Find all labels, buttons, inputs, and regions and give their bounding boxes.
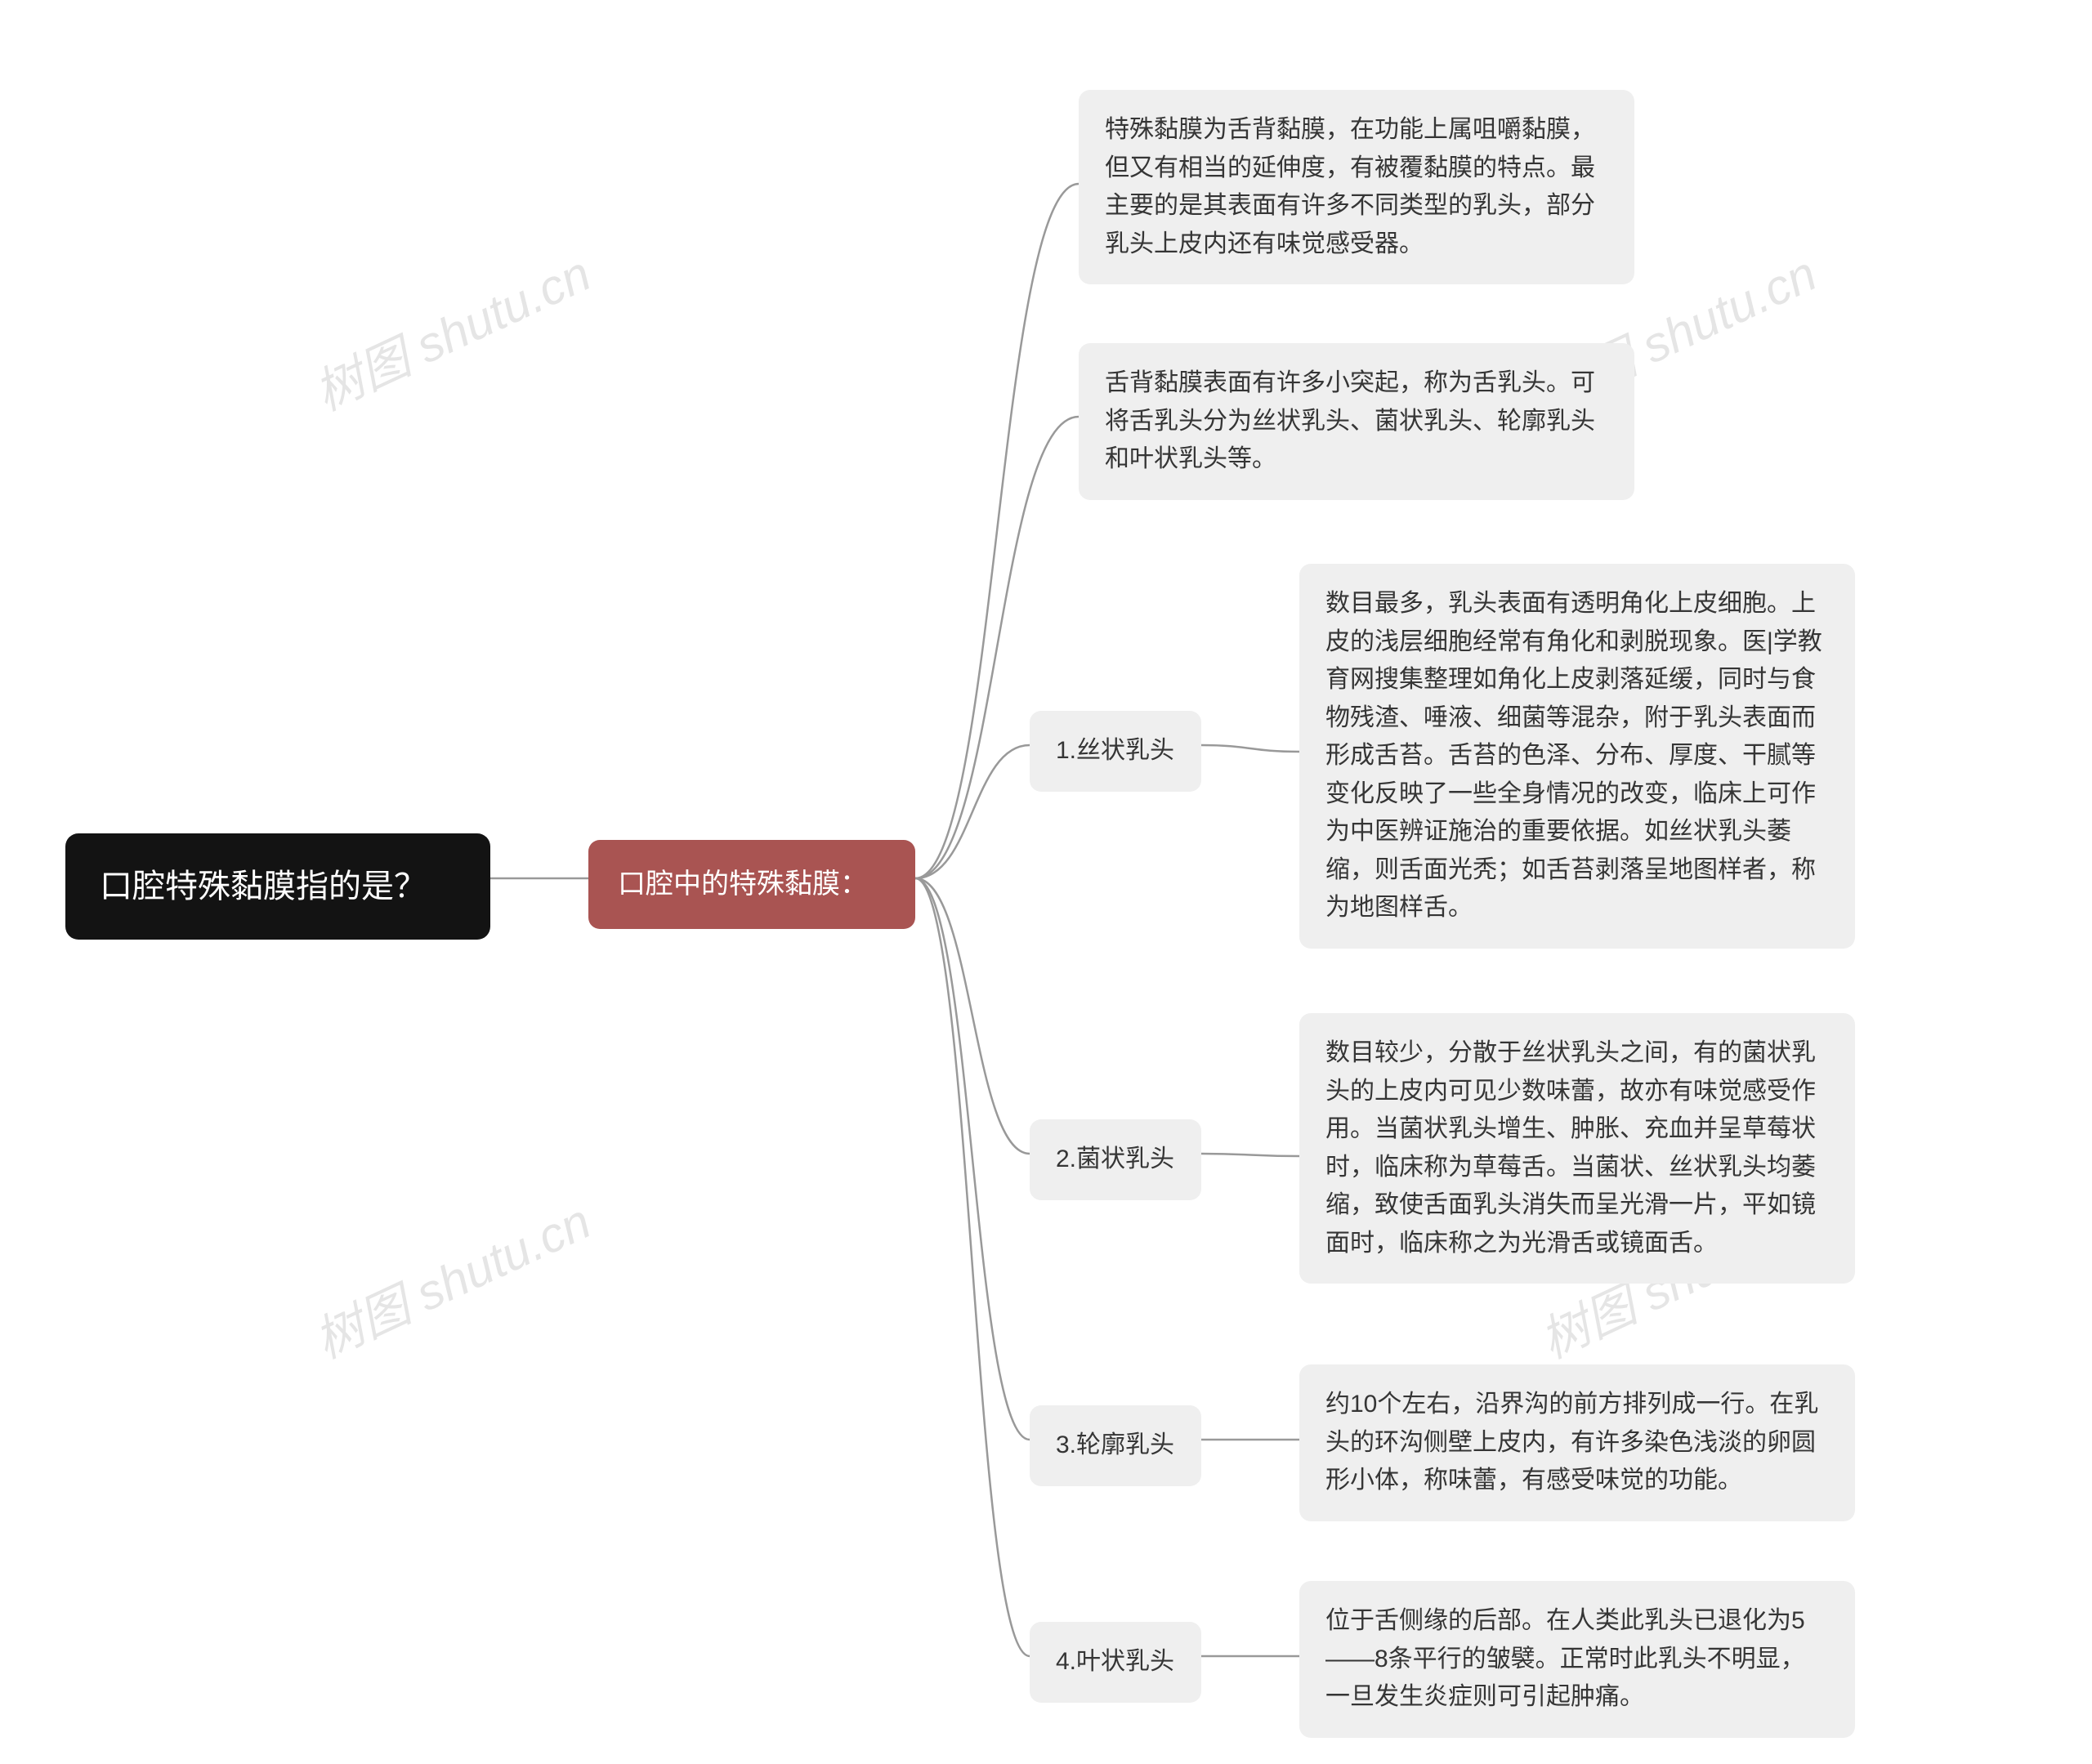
leaf-node-filiform-detail[interactable]: 数目最多，乳头表面有透明角化上皮细胞。上皮的浅层细胞经常有角化和剥脱现象。医|学…	[1299, 564, 1855, 949]
leaf-node-circumvallate-detail[interactable]: 约10个左右，沿界沟的前方排列成一行。在乳头的环沟侧壁上皮内，有许多染色浅淡的卵…	[1299, 1364, 1855, 1521]
watermark: 树图 shutu.cn	[302, 234, 601, 424]
branch-node-foliate[interactable]: 4.叶状乳头	[1030, 1622, 1201, 1703]
watermark: 树图 shutu.cn	[302, 1182, 601, 1372]
leaf-node-intro-1[interactable]: 特殊黏膜为舌背黏膜，在功能上属咀嚼黏膜，但又有相当的延伸度，有被覆黏膜的特点。最…	[1079, 90, 1634, 284]
branch-node-fungiform[interactable]: 2.菌状乳头	[1030, 1119, 1201, 1200]
root-node[interactable]: 口腔特殊黏膜指的是？	[65, 833, 490, 940]
leaf-node-intro-2[interactable]: 舌背黏膜表面有许多小突起，称为舌乳头。可将舌乳头分为丝状乳头、菌状乳头、轮廓乳头…	[1079, 343, 1634, 500]
branch-node-circumvallate[interactable]: 3.轮廓乳头	[1030, 1405, 1201, 1486]
leaf-node-fungiform-detail[interactable]: 数目较少，分散于丝状乳头之间，有的菌状乳头的上皮内可见少数味蕾，故亦有味觉感受作…	[1299, 1013, 1855, 1284]
branch-node-special-mucosa[interactable]: 口腔中的特殊黏膜：	[588, 840, 915, 929]
leaf-node-foliate-detail[interactable]: 位于舌侧缘的后部。在人类此乳头已退化为5——8条平行的皱襞。正常时此乳头不明显，…	[1299, 1581, 1855, 1738]
branch-node-filiform[interactable]: 1.丝状乳头	[1030, 711, 1201, 792]
